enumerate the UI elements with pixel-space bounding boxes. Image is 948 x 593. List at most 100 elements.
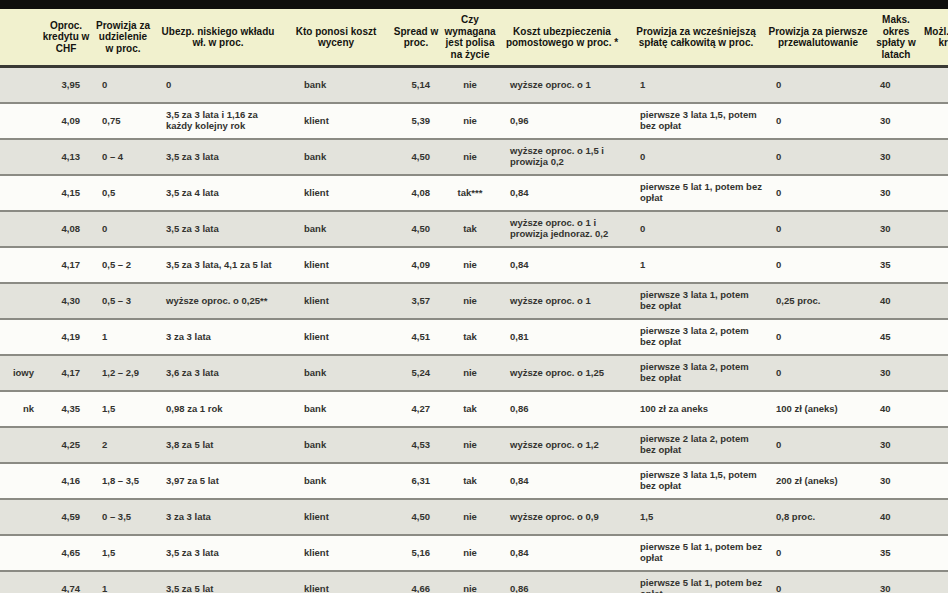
- table-row: 3,9500bank5,14niewyższe oproc. o 11040: [0, 67, 948, 104]
- table-cell: 3,5 za 3 lata, 4,1 za 5 lat: [154, 247, 282, 283]
- table-row: 4,0803,5 za 3 latabank4,50takwyższe opro…: [0, 211, 948, 247]
- column-header: Ubezp. niskiego wkładu wł. w proc.: [154, 9, 282, 67]
- table-cell: [922, 355, 948, 391]
- table-cell: [0, 67, 40, 104]
- table-cell: [922, 283, 948, 319]
- table-cell: [922, 499, 948, 535]
- table-row: 4,161,8 – 3,53,97 za 5 latbank6,31tak0,8…: [0, 463, 948, 499]
- table-cell: 4,35: [40, 391, 92, 427]
- table-cell: nie: [442, 499, 498, 535]
- column-header: Prowizja za pierwsze przewalutowanie: [766, 9, 870, 67]
- credit-comparison-table: Oproc. kredytu w CHFProwizja za udzielen…: [0, 9, 948, 593]
- column-header: Prowizja za wcześniejszą spłatę całkowit…: [626, 9, 766, 67]
- table-cell: 4,50: [390, 499, 442, 535]
- column-header: Czy wymagana jest polisa na życie: [442, 9, 498, 67]
- table-cell: bank: [282, 211, 390, 247]
- table-cell: 0,84: [498, 247, 626, 283]
- table-cell: nie: [442, 103, 498, 139]
- table-cell: klient: [282, 535, 390, 571]
- table-cell: [0, 571, 40, 593]
- table-cell: 4,16: [40, 463, 92, 499]
- table-cell: 4,08: [390, 175, 442, 211]
- table-cell: 0: [766, 535, 870, 571]
- table-cell: pierwsze 5 lat 1, potem bez opłat: [626, 175, 766, 211]
- column-header: Oproc. kredytu w CHF: [40, 9, 92, 67]
- table-cell: 0,81: [498, 319, 626, 355]
- table-cell: [0, 211, 40, 247]
- table-cell: 3,5 za 5 lat: [154, 571, 282, 593]
- table-cell: pierwsze 3 lata 2, potem bez opłat: [626, 319, 766, 355]
- table-cell: 30: [870, 427, 922, 463]
- table-cell: klient: [282, 319, 390, 355]
- table-cell: 4,74: [40, 571, 92, 593]
- table-cell: klient: [282, 103, 390, 139]
- table-cell: 5,24: [390, 355, 442, 391]
- table-cell: 1: [92, 319, 154, 355]
- table-cell: pierwsze 3 lata 1,5, potem bez opłat: [626, 103, 766, 139]
- table-row: 4,130 – 43,5 za 3 latabank4,50niewyższe …: [0, 139, 948, 175]
- table-cell: 0: [766, 67, 870, 104]
- table-cell: 1: [626, 247, 766, 283]
- table-cell: [0, 103, 40, 139]
- table-cell: 3,6 za 3 lata: [154, 355, 282, 391]
- table-cell: [922, 103, 948, 139]
- table-cell: 4,51: [390, 319, 442, 355]
- table-cell: pierwsze 2 lata 2, potem bez opłat: [626, 427, 766, 463]
- table-cell: nie: [442, 427, 498, 463]
- table-cell: pierwsze 3 lata 1,5, potem bez opłat: [626, 463, 766, 499]
- table-cell: pierwsze 3 lata 1, potem bez opłat: [626, 283, 766, 319]
- table-cell: bank: [282, 139, 390, 175]
- table-cell: 4,53: [390, 427, 442, 463]
- table-cell: pierwsze 5 lat 1, potem bez opłat: [626, 571, 766, 593]
- table-cell: pierwsze 5 lat 1, potem bez opłat: [626, 535, 766, 571]
- table-cell: 40: [870, 499, 922, 535]
- table-cell: 30: [870, 211, 922, 247]
- table-cell: [0, 283, 40, 319]
- table-cell: nie: [442, 355, 498, 391]
- table-cell: 0,8 proc.: [766, 499, 870, 535]
- table-cell: 0,25 proc.: [766, 283, 870, 319]
- table-cell: 5,39: [390, 103, 442, 139]
- table-cell: 4,17: [40, 247, 92, 283]
- table-cell: 4,66: [390, 571, 442, 593]
- column-header: Prowizja za udzielenie w proc.: [92, 9, 154, 67]
- table-cell: 0: [766, 427, 870, 463]
- table-cell: 0,5 – 2: [92, 247, 154, 283]
- table-cell: bank: [282, 427, 390, 463]
- table-cell: 40: [870, 391, 922, 427]
- table-cell: 100 zł (aneks): [766, 391, 870, 427]
- table-cell: 0: [766, 175, 870, 211]
- table-cell: bank: [282, 391, 390, 427]
- table-cell: 0,5: [92, 175, 154, 211]
- table-cell: tak: [442, 391, 498, 427]
- column-header: Koszt ubezpieczenia pomostowego w proc. …: [498, 9, 626, 67]
- table-cell: 0,75: [92, 103, 154, 139]
- table-cell: [0, 175, 40, 211]
- table-cell: 1: [92, 571, 154, 593]
- table-cell: 1: [626, 67, 766, 104]
- table-cell: 0: [766, 319, 870, 355]
- column-header: Kto ponosi koszt wyceny: [282, 9, 390, 67]
- table-cell: 0: [92, 211, 154, 247]
- table-cell: 4,15: [40, 175, 92, 211]
- table-cell: 30: [870, 355, 922, 391]
- table-row: 4,300,5 – 3wyższe oproc. o 0,25**klient3…: [0, 283, 948, 319]
- table-cell: 40: [870, 67, 922, 104]
- table-cell: 3,5 za 4 lata: [154, 175, 282, 211]
- table-cell: 4,50: [390, 211, 442, 247]
- table-cell: 3,57: [390, 283, 442, 319]
- table-cell: wyższe oproc. o 1 i prowizja jednoraz. 0…: [498, 211, 626, 247]
- top-black-bar: [0, 0, 948, 9]
- table-cell: 0,84: [498, 463, 626, 499]
- table-cell: 0,5 – 3: [92, 283, 154, 319]
- table-row: 4,590 – 3,53 za 3 lataklient4,50niewyższ…: [0, 499, 948, 535]
- table-cell: 0: [626, 211, 766, 247]
- table-cell: tak***: [442, 175, 498, 211]
- table-cell: wyższe oproc. o 1,2: [498, 427, 626, 463]
- table-cell: 0: [154, 67, 282, 104]
- table-row: 4,150,53,5 za 4 lataklient4,08tak***0,84…: [0, 175, 948, 211]
- table-cell: nie: [442, 283, 498, 319]
- table-cell: [922, 211, 948, 247]
- table-cell: 30: [870, 103, 922, 139]
- table-cell: 1,8 – 3,5: [92, 463, 154, 499]
